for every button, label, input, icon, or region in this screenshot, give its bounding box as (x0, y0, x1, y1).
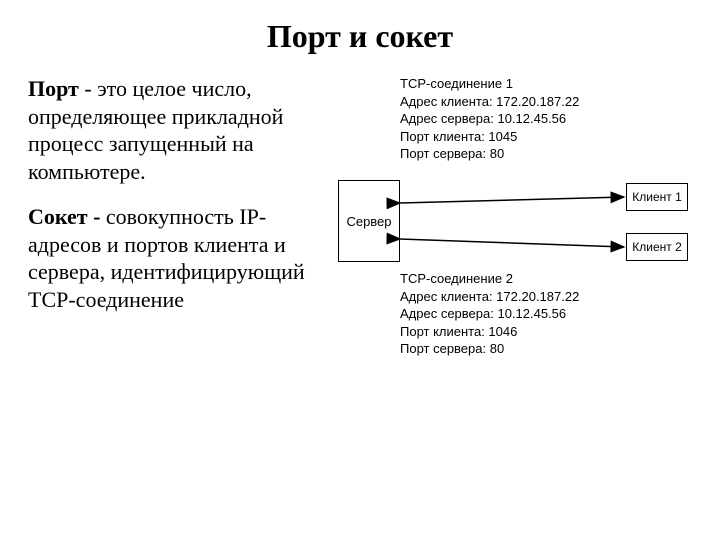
client2-label: Клиент 2 (632, 240, 682, 254)
paragraph-port: Порт - это целое число, определяющее при… (28, 75, 328, 185)
conn1-client-port: Порт клиента: 1045 (400, 128, 660, 146)
slide-title: Порт и сокет (0, 0, 720, 65)
content-row: Порт - это целое число, определяющее при… (0, 65, 720, 475)
diagram-column: TCP-соединение 1 Адрес клиента: 172.20.1… (328, 75, 688, 475)
conn1-title: TCP-соединение 1 (400, 75, 660, 93)
term-socket: Сокет - (28, 204, 106, 229)
server-node: Сервер (338, 180, 400, 262)
client2-node: Клиент 2 (626, 233, 688, 261)
conn1-client-addr: Адрес клиента: 172.20.187.22 (400, 93, 660, 111)
conn2-server-addr: Адрес сервера: 10.12.45.56 (400, 305, 660, 323)
conn1-server-addr: Адрес сервера: 10.12.45.56 (400, 110, 660, 128)
edge-server-client2 (400, 239, 624, 247)
diagram: TCP-соединение 1 Адрес клиента: 172.20.1… (328, 75, 688, 475)
edge-server-client1 (400, 197, 624, 203)
conn2-client-addr: Адрес клиента: 172.20.187.22 (400, 288, 660, 306)
client1-label: Клиент 1 (632, 190, 682, 204)
text-column: Порт - это целое число, определяющее при… (28, 75, 328, 475)
connection-2-block: TCP-соединение 2 Адрес клиента: 172.20.1… (400, 270, 660, 358)
conn2-title: TCP-соединение 2 (400, 270, 660, 288)
paragraph-socket: Сокет - совокупность IP-адресов и портов… (28, 203, 328, 313)
conn2-server-port: Порт сервера: 80 (400, 340, 660, 358)
conn2-client-port: Порт клиента: 1046 (400, 323, 660, 341)
term-port: Порт (28, 76, 79, 101)
server-label: Сервер (346, 214, 391, 229)
slide: Порт и сокет Порт - это целое число, опр… (0, 0, 720, 540)
client1-node: Клиент 1 (626, 183, 688, 211)
conn1-server-port: Порт сервера: 80 (400, 145, 660, 163)
connection-1-block: TCP-соединение 1 Адрес клиента: 172.20.1… (400, 75, 660, 163)
